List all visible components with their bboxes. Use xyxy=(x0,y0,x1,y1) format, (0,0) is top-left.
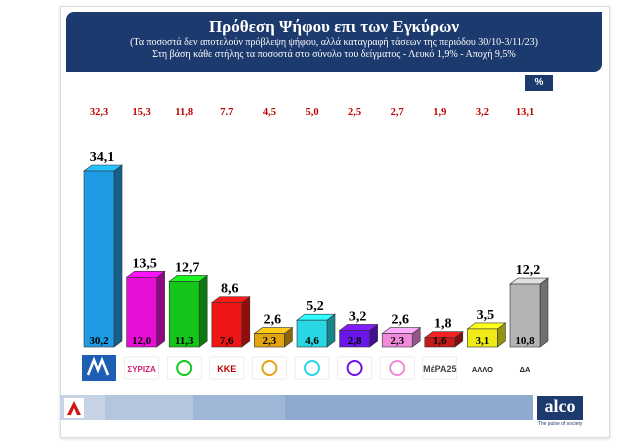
percent-badge: % xyxy=(525,75,553,91)
logo-frame xyxy=(337,356,372,380)
top-percent-label: 1,9 xyxy=(433,107,446,118)
top-percent-label: 5,0 xyxy=(305,107,318,118)
top-percent-label: 13,1 xyxy=(516,107,534,118)
bar-base-label: 4,6 xyxy=(305,335,319,347)
bar-value-label: 5,2 xyxy=(306,299,324,314)
bar-side xyxy=(539,277,549,348)
party-logo-11: ΔΑ xyxy=(520,365,531,374)
party-logo-10: ΑΛΛΟ xyxy=(472,365,493,374)
alco-tagline: The pulse of society xyxy=(537,421,583,427)
party-emblem-icon xyxy=(304,360,320,376)
party-logo-1 xyxy=(82,355,116,381)
chart-subtitle-2: Στη βάση κάθε στήλης τα ποσοστά στο σύνο… xyxy=(152,49,516,60)
bar-base-label: 30,2 xyxy=(89,335,109,347)
party-logo-8 xyxy=(379,356,415,380)
logo-frame xyxy=(209,356,245,380)
bar-base-label: 1,6 xyxy=(433,335,447,347)
bar-base-label: 10,8 xyxy=(515,335,535,347)
chart-subtitle-1: (Τα ποσοστά δεν αποτελούν πρόβλεψη ψήφου… xyxy=(130,37,538,48)
nd-mark-icon xyxy=(86,356,110,376)
bar-side xyxy=(198,274,208,348)
bar-value-label: 8,6 xyxy=(221,282,239,297)
party-logo-4: ΚΚΕ xyxy=(209,356,245,380)
bar-value-label: 1,8 xyxy=(434,317,452,332)
logo-frame xyxy=(422,356,458,380)
bar-base-label: 12,0 xyxy=(132,335,152,347)
bar-base-label: 3,1 xyxy=(476,335,490,347)
bar xyxy=(126,277,157,348)
top-percent-label: 7.7 xyxy=(220,107,233,118)
bar xyxy=(424,337,456,348)
party-emblem-icon xyxy=(346,360,363,376)
bar xyxy=(381,333,413,348)
bar xyxy=(339,330,370,348)
bar-base-label: 2,8 xyxy=(348,335,362,347)
party-logo-9: ΜέΡΑ25 xyxy=(422,356,458,380)
logo-frame xyxy=(166,356,202,380)
chart-title: Πρόθεση Ψήφου επι των Εγκύρων xyxy=(208,17,460,36)
bar-value-label: 12,7 xyxy=(175,260,200,275)
party-emblem-icon xyxy=(389,360,406,376)
top-percent-label: 4,5 xyxy=(263,107,276,118)
party-logo-label: ΜέΡΑ25 xyxy=(423,364,456,374)
top-percent-label: 11,8 xyxy=(175,107,193,118)
bar-value-label: 2,6 xyxy=(264,313,282,328)
party-logo-7 xyxy=(337,356,372,380)
bar-value-label: 3,5 xyxy=(477,308,495,323)
bar-value-label: 13,5 xyxy=(132,256,157,271)
footer-segment-3 xyxy=(193,395,285,420)
bar-side xyxy=(156,270,165,348)
alco-brand: alco xyxy=(544,396,576,416)
bars-layer: 32,3 34,1 30,2 15,3 13,5 12,0 11,8 12,7 11,3 7.7 8… xyxy=(83,107,549,348)
bar-base-label: 11,3 xyxy=(175,335,194,347)
bar xyxy=(83,170,115,348)
bar xyxy=(254,333,285,348)
bar-chart: 32,3 34,1 30,2 15,3 13,5 12,0 11,8 12,7 11,3 7.7 8… xyxy=(82,107,549,381)
footer-segment-4 xyxy=(285,395,533,420)
party-emblem-icon xyxy=(261,360,278,376)
party-logo-label: ΣΥΡΙΖΑ xyxy=(127,365,156,374)
party-logo-2: ΣΥΡΙΖΑ xyxy=(124,356,159,380)
party-logo-6 xyxy=(294,356,330,380)
party-logo-label: ΚΚΕ xyxy=(217,364,236,374)
party-text-label: ΑΛΛΟ xyxy=(472,365,493,374)
party-text-label: ΔΑ xyxy=(520,365,531,374)
footer-segment-2 xyxy=(105,395,193,420)
party-logo-3 xyxy=(166,356,202,380)
top-percent-label: 2,7 xyxy=(391,107,404,118)
logo-frame xyxy=(294,356,330,380)
logo-frame xyxy=(379,356,415,380)
logo-frame xyxy=(252,356,287,380)
logo-frame xyxy=(124,356,159,380)
bar-base-label: 2,3 xyxy=(390,335,404,347)
bar-value-label: 34,1 xyxy=(90,150,115,165)
bar xyxy=(467,328,498,348)
bar-base-label: 7,6 xyxy=(220,335,234,347)
top-percent-label: 2,5 xyxy=(348,107,361,118)
alco-logo: alco xyxy=(537,396,583,420)
bar xyxy=(296,319,328,348)
party-emblem-icon xyxy=(176,360,193,376)
party-logo-5 xyxy=(252,356,287,380)
bar-value-label: 3,2 xyxy=(349,309,367,324)
header-banner: Πρόθεση Ψήφου επι των Εγκύρων (Τα ποσοστ… xyxy=(66,12,602,72)
bar-side xyxy=(113,164,123,348)
top-percent-label: 3,2 xyxy=(476,107,489,118)
bar-base-label: 2,3 xyxy=(263,335,277,347)
bar xyxy=(168,281,200,348)
bar-value-label: 12,2 xyxy=(516,263,541,278)
bar xyxy=(211,302,243,348)
party-logos: ΣΥΡΙΖΑ ΚΚΕ ΜέΡΑ25 ΑΛΛΟ ΔΑ xyxy=(82,355,531,381)
bar xyxy=(509,283,541,348)
top-percent-label: 32,3 xyxy=(90,107,108,118)
alpha-logo-icon xyxy=(64,398,84,418)
top-percent-label: 15,3 xyxy=(132,107,150,118)
bar-side xyxy=(241,296,251,348)
bar-value-label: 2,6 xyxy=(391,313,409,328)
